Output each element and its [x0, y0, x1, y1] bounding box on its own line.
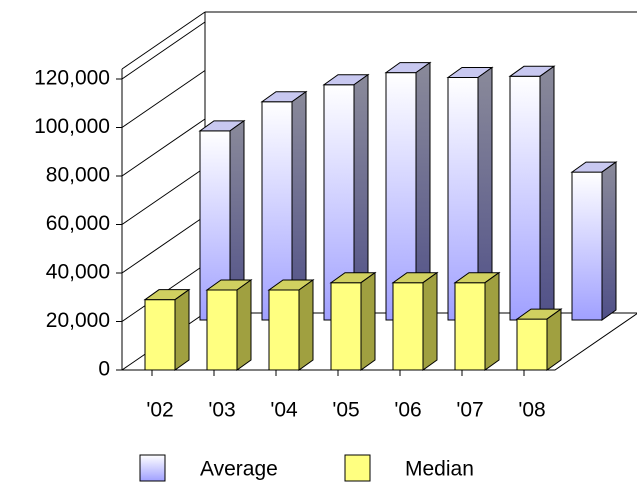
- bar-front: [454, 282, 486, 371]
- x-tick-label: '04: [270, 399, 298, 422]
- bar-side: [298, 279, 314, 371]
- x-tick-label: '03: [208, 399, 235, 422]
- bar-side: [601, 161, 617, 321]
- legend-label: Average: [200, 458, 278, 481]
- x-tick-label: '07: [456, 399, 483, 422]
- y-tick-label: 40,000: [46, 261, 110, 284]
- grid-line: [121, 118, 206, 177]
- y-tick-label: 60,000: [46, 212, 110, 235]
- grid-line: [121, 215, 206, 274]
- bar-front: [206, 289, 238, 371]
- x-tick-label: '02: [146, 399, 173, 422]
- bar-side: [360, 271, 376, 371]
- bar-side: [174, 288, 190, 371]
- wall-corner: [121, 11, 206, 70]
- y-tick-label: 80,000: [46, 164, 110, 187]
- y-tick-label: 120,000: [34, 67, 110, 90]
- bar-front: [509, 75, 541, 321]
- bar-side: [422, 271, 438, 371]
- x-tick-label: '06: [394, 399, 421, 422]
- bar-side: [484, 271, 500, 371]
- bar-front: [516, 318, 548, 371]
- bar-front: [330, 282, 362, 371]
- bar-side: [236, 279, 252, 371]
- bar-front: [144, 299, 176, 371]
- y-tick-label: 0: [98, 358, 110, 381]
- bar-front: [571, 171, 603, 321]
- grid-line: [121, 167, 206, 225]
- bar-front: [392, 282, 424, 371]
- x-tick-label: '05: [332, 399, 359, 422]
- grid-line: [121, 21, 206, 80]
- bar-side: [546, 308, 562, 371]
- grid-line: [121, 70, 206, 128]
- x-tick-label: '08: [518, 399, 545, 422]
- legend-label: Median: [405, 458, 474, 481]
- bar-front: [268, 289, 300, 371]
- legend-swatch: [139, 454, 166, 482]
- y-tick-label: 100,000: [34, 115, 110, 138]
- legend-swatch: [344, 454, 371, 482]
- bar-side: [539, 65, 555, 321]
- bar-front: [261, 101, 293, 321]
- y-tick-label: 20,000: [46, 309, 110, 332]
